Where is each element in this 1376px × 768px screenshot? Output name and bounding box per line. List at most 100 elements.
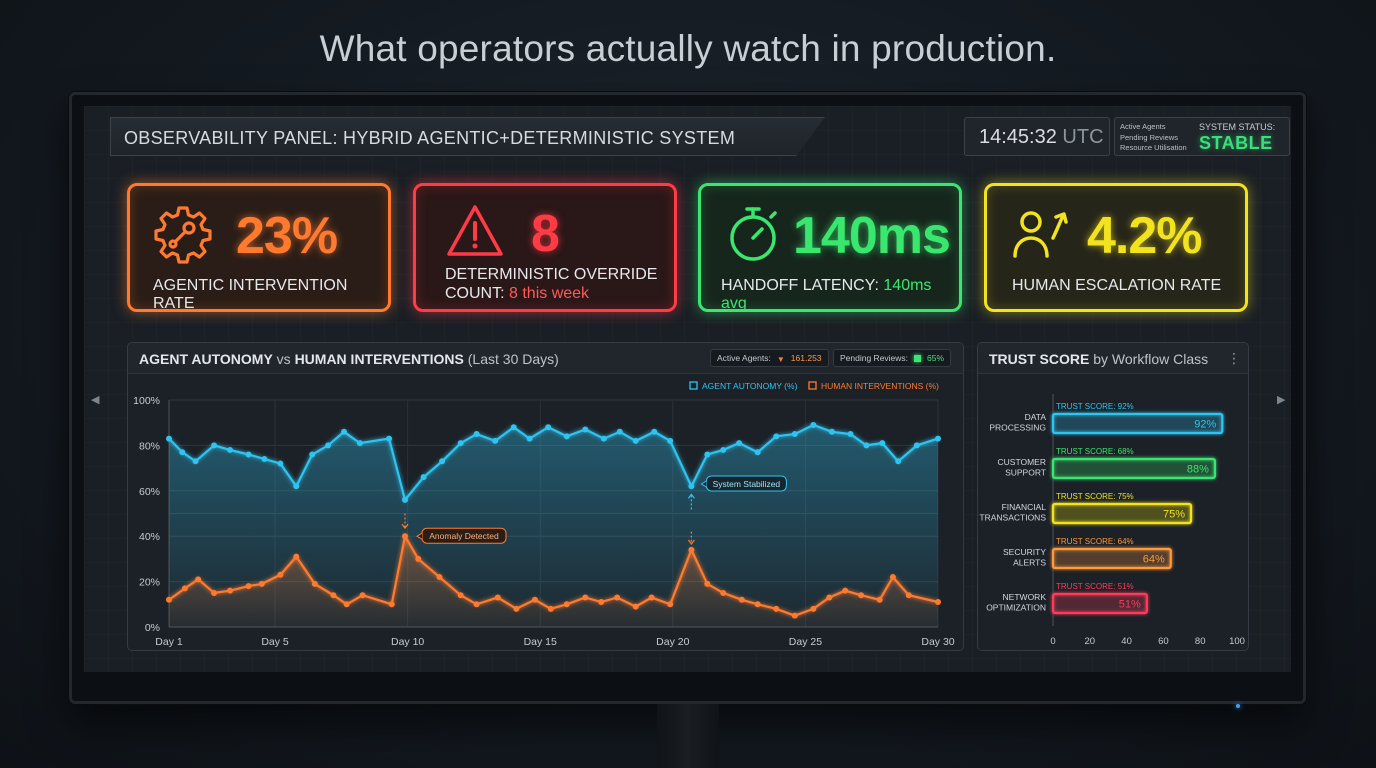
trust-score-bar bbox=[1051, 457, 1217, 480]
x-tick-label: Day 15 bbox=[524, 636, 557, 648]
x-tick-label: 40 bbox=[1121, 636, 1132, 647]
data-point bbox=[388, 601, 395, 608]
data-point bbox=[632, 603, 639, 610]
data-point bbox=[563, 601, 570, 608]
data-point bbox=[773, 605, 780, 612]
trust-score-tag: TRUST SCORE: 51% bbox=[1056, 582, 1134, 591]
trust-score-tag: TRUST SCORE: 75% bbox=[1056, 492, 1134, 501]
trust-score-tag: TRUST SCORE: 68% bbox=[1056, 447, 1134, 456]
data-point bbox=[277, 571, 284, 578]
status-label: SYSTEM STATUS: bbox=[1199, 122, 1276, 132]
trust-score-panel: TRUST SCORE by Workflow Class ⋮ TRUST SC… bbox=[977, 342, 1249, 651]
data-point bbox=[293, 483, 300, 490]
data-point bbox=[402, 533, 409, 540]
category-label: CUSTOMER bbox=[998, 457, 1047, 467]
data-point bbox=[828, 428, 835, 435]
stopwatch-icon bbox=[730, 207, 777, 261]
category-label: PROCESSING bbox=[989, 423, 1046, 433]
data-point bbox=[582, 594, 589, 601]
data-point bbox=[582, 426, 589, 433]
data-point bbox=[311, 580, 318, 587]
legend-label: AGENT AUTONOMY (%) bbox=[702, 381, 798, 391]
data-point bbox=[457, 440, 464, 447]
category-label: OPTIMIZATION bbox=[986, 603, 1046, 613]
bar-value-label: 75% bbox=[1163, 509, 1185, 521]
data-point bbox=[547, 605, 554, 612]
data-point bbox=[895, 458, 902, 465]
category-label: FINANCIAL bbox=[1002, 502, 1047, 512]
panel-title: TRUST SCORE by Workflow Class bbox=[989, 351, 1209, 367]
data-point bbox=[632, 437, 639, 444]
person-escalate-icon bbox=[1013, 211, 1068, 258]
x-tick-label: 0 bbox=[1050, 636, 1055, 647]
kpi-label: HANDOFF LATENCY: 140ms avg bbox=[721, 277, 932, 312]
data-point bbox=[415, 555, 422, 562]
trust-score-bar bbox=[1051, 412, 1224, 435]
bar-value-label: 92% bbox=[1194, 419, 1216, 431]
data-point bbox=[420, 474, 427, 481]
data-point bbox=[563, 433, 570, 440]
data-point bbox=[330, 592, 337, 599]
data-point bbox=[616, 428, 623, 435]
scroll-left-icon[interactable]: ◀ bbox=[91, 394, 100, 406]
pending-reviews-chip: Pending Reviews: 65% bbox=[833, 349, 952, 367]
data-point bbox=[598, 599, 605, 606]
category-label: NETWORK bbox=[1003, 592, 1047, 602]
autonomy-line-chart: 100% 80% 60% 40% 20% 0% Day 1 Day 5 Day 10 Day 15… bbox=[133, 381, 955, 648]
data-point bbox=[545, 424, 552, 431]
y-tick-label: 0% bbox=[145, 622, 160, 634]
kpi-label-line1: DETERMINISTIC OVERRIDE bbox=[445, 266, 658, 283]
data-point bbox=[935, 435, 941, 442]
down-arrow-icon: ▼ bbox=[776, 355, 785, 364]
status-item: Active Agents bbox=[1120, 122, 1166, 131]
data-point bbox=[261, 456, 268, 463]
data-point bbox=[810, 421, 817, 428]
x-tick-label: 60 bbox=[1158, 636, 1169, 647]
kpi-value: 8 bbox=[531, 205, 560, 263]
bar-value-label: 64% bbox=[1143, 554, 1165, 566]
data-point bbox=[439, 458, 446, 465]
panel-title: AGENT AUTONOMY vs HUMAN INTERVENTIONS (L… bbox=[139, 351, 559, 367]
utc-clock: 14:45:32 UTC bbox=[964, 117, 1110, 156]
data-point bbox=[614, 594, 621, 601]
headline: What operators actually watch in product… bbox=[319, 28, 1057, 69]
data-point bbox=[293, 553, 300, 560]
kpi-value: 140ms bbox=[793, 207, 951, 265]
data-point bbox=[510, 424, 517, 431]
data-point bbox=[720, 446, 727, 453]
status-value: STABLE bbox=[1199, 133, 1273, 153]
autonomy-chart-panel: AGENT AUTONOMY vs HUMAN INTERVENTIONS (L… bbox=[127, 342, 964, 651]
trust-score-bar bbox=[1051, 592, 1148, 615]
x-tick-label: 80 bbox=[1195, 636, 1206, 647]
category-label: ALERTS bbox=[1013, 558, 1046, 568]
data-point bbox=[720, 589, 727, 596]
panel-menu-icon[interactable]: ⋮ bbox=[1227, 350, 1241, 366]
data-point bbox=[889, 574, 896, 581]
kpi-card-intervention-rate[interactable]: 23% AGENTIC INTERVENTION RATE bbox=[127, 183, 391, 312]
warning-triangle-icon bbox=[447, 205, 503, 256]
data-point bbox=[600, 435, 607, 442]
data-point bbox=[494, 594, 501, 601]
x-tick-label: Day 1 bbox=[155, 636, 183, 648]
legend-swatch bbox=[808, 381, 817, 390]
kpi-label-line2: COUNT: 8 this week bbox=[445, 285, 590, 302]
kpi-card-escalation-rate[interactable]: 4.2% HUMAN ESCALATION RATE bbox=[984, 183, 1248, 312]
data-point bbox=[704, 580, 711, 587]
kpi-card-override-count[interactable]: 8 DETERMINISTIC OVERRIDE COUNT: 8 this w… bbox=[413, 183, 677, 312]
status-item: Resource Utilisation bbox=[1120, 143, 1187, 152]
data-point bbox=[667, 437, 674, 444]
kpi-card-handoff-latency[interactable]: 140ms HANDOFF LATENCY: 140ms avg bbox=[698, 183, 962, 312]
x-tick-label: Day 25 bbox=[789, 636, 822, 648]
trust-score-tag: TRUST SCORE: 64% bbox=[1056, 537, 1134, 546]
panel-header: AGENT AUTONOMY vs HUMAN INTERVENTIONS (L… bbox=[128, 343, 963, 374]
data-point bbox=[309, 451, 316, 458]
data-point bbox=[226, 587, 233, 594]
x-tick-label: Day 10 bbox=[391, 636, 424, 648]
x-tick-label: 100 bbox=[1229, 636, 1245, 647]
clock-zone: UTC bbox=[1062, 126, 1104, 148]
data-point bbox=[913, 442, 920, 449]
data-point bbox=[810, 605, 817, 612]
data-point bbox=[791, 612, 798, 619]
scroll-right-icon[interactable]: ▶ bbox=[1277, 394, 1286, 406]
